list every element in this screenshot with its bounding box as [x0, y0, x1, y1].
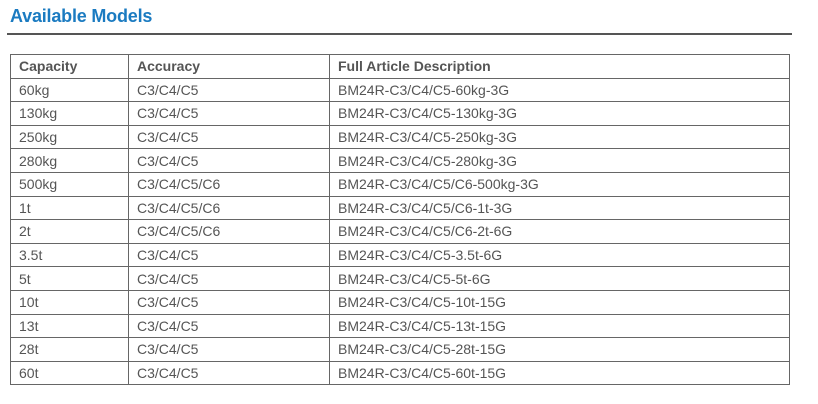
accuracy-cell: C3/C4/C5: [128, 101, 330, 126]
accuracy-cell: C3/C4/C5: [128, 360, 330, 386]
table-row: 130kg C3/C4/C5 BM24R-C3/C4/C5-130kg-3G: [10, 101, 790, 126]
table-row: 250kg C3/C4/C5 BM24R-C3/C4/C5-250kg-3G: [10, 124, 790, 150]
accuracy-cell: C3/C4/C5: [128, 124, 330, 150]
capacity-cell: 1t: [10, 195, 129, 221]
capacity-cell: 13t: [10, 313, 129, 339]
accuracy-cell: C3/C4/C5: [128, 289, 330, 315]
table-row: 60kg C3/C4/C5 BM24R-C3/C4/C5-60kg-3G: [10, 77, 790, 103]
accuracy-cell: C3/C4/C5: [128, 337, 330, 362]
description-cell: BM24R-C3/C4/C5-60kg-3G: [329, 77, 790, 103]
capacity-cell: 28t: [10, 337, 129, 362]
accuracy-cell: C3/C4/C5/C6: [128, 219, 330, 244]
models-table: Capacity Accuracy Full Article Descripti…: [10, 54, 790, 386]
header-accuracy: Accuracy: [128, 54, 330, 79]
table-row: 13t C3/C4/C5 BM24R-C3/C4/C5-13t-15G: [10, 313, 790, 339]
accuracy-cell: C3/C4/C5: [128, 77, 330, 103]
description-cell: BM24R-C3/C4/C5-13t-15G: [329, 313, 790, 339]
section-title: Available Models: [10, 6, 153, 26]
accuracy-cell: C3/C4/C5: [128, 242, 330, 268]
capacity-cell: 130kg: [10, 101, 129, 126]
accuracy-cell: C3/C4/C5/C6: [128, 171, 330, 197]
capacity-cell: 5t: [10, 266, 129, 291]
description-cell: BM24R-C3/C4/C5-5t-6G: [329, 266, 790, 291]
accuracy-cell: C3/C4/C5/C6: [128, 195, 330, 221]
description-cell: BM24R-C3/C4/C5/C6-500kg-3G: [329, 171, 790, 197]
table-row: 5t C3/C4/C5 BM24R-C3/C4/C5-5t-6G: [10, 266, 790, 291]
description-cell: BM24R-C3/C4/C5/C6-2t-6G: [329, 219, 790, 244]
description-cell: BM24R-C3/C4/C5-60t-15G: [329, 360, 790, 386]
capacity-cell: 280kg: [10, 148, 129, 173]
description-cell: BM24R-C3/C4/C5-10t-15G: [329, 289, 790, 315]
capacity-cell: 500kg: [10, 171, 129, 197]
description-cell: BM24R-C3/C4/C5-28t-15G: [329, 337, 790, 362]
capacity-cell: 60t: [10, 360, 129, 386]
description-cell: BM24R-C3/C4/C5-3.5t-6G: [329, 242, 790, 268]
description-cell: BM24R-C3/C4/C5-280kg-3G: [329, 148, 790, 173]
description-cell: BM24R-C3/C4/C5-130kg-3G: [329, 101, 790, 126]
table-row: 1t C3/C4/C5/C6 BM24R-C3/C4/C5/C6-1t-3G: [10, 195, 790, 221]
capacity-cell: 3.5t: [10, 242, 129, 268]
accuracy-cell: C3/C4/C5: [128, 148, 330, 173]
capacity-cell: 60kg: [10, 77, 129, 103]
table-header-row: Capacity Accuracy Full Article Descripti…: [10, 54, 790, 79]
accuracy-cell: C3/C4/C5: [128, 313, 330, 339]
table-row: 28t C3/C4/C5 BM24R-C3/C4/C5-28t-15G: [10, 337, 790, 362]
header-capacity: Capacity: [10, 54, 129, 79]
description-cell: BM24R-C3/C4/C5-250kg-3G: [329, 124, 790, 150]
capacity-cell: 10t: [10, 289, 129, 315]
description-cell: BM24R-C3/C4/C5/C6-1t-3G: [329, 195, 790, 221]
table-row: 500kg C3/C4/C5/C6 BM24R-C3/C4/C5/C6-500kg-…: [10, 171, 790, 197]
table-row: 10t C3/C4/C5 BM24R-C3/C4/C5-10t-15G: [10, 289, 790, 315]
accuracy-cell: C3/C4/C5: [128, 266, 330, 291]
table-row: 2t C3/C4/C5/C6 BM24R-C3/C4/C5/C6-2t-6G: [10, 219, 790, 244]
table-row: 3.5t C3/C4/C5 BM24R-C3/C4/C5-3.5t-6G: [10, 242, 790, 268]
header-description: Full Article Description: [329, 54, 790, 79]
capacity-cell: 2t: [10, 219, 129, 244]
table-row: 60t C3/C4/C5 BM24R-C3/C4/C5-60t-15G: [10, 360, 790, 386]
table-row: 280kg C3/C4/C5 BM24R-C3/C4/C5-280kg-3G: [10, 148, 790, 173]
capacity-cell: 250kg: [10, 124, 129, 150]
title-divider: [7, 33, 792, 35]
